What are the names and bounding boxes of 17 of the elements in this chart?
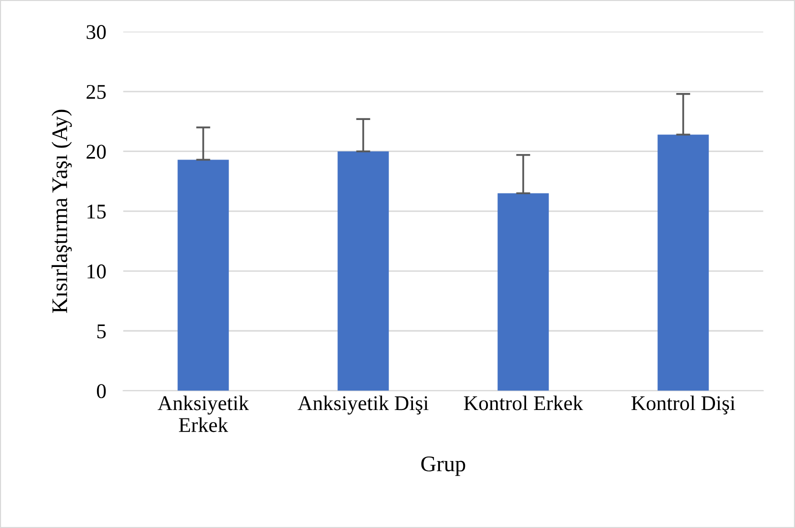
y-tick-label: 0 [96,384,106,398]
y-tick-label: 15 [88,204,106,219]
bar [658,134,709,391]
y-axis-title: Kısırlaştırma Yaşı (Ay) [52,110,72,313]
x-tick-label: Kontrol Erkek [464,396,584,410]
x-tick-label: Kontrol Dişi [631,396,736,414]
bar [178,160,229,391]
y-tick-label: 25 [86,84,106,99]
y-tick-label: 30 [86,25,106,40]
x-tick-label: Anksiyetik Erkek [158,396,249,432]
bar [498,193,549,391]
x-axis-title: Grup [421,456,466,476]
y-tick-label: 20 [86,144,106,159]
bar [338,151,389,391]
y-tick-label: 5 [97,324,106,338]
x-tick-label: Anksiyetik Dişi [298,396,428,415]
y-tick-label: 10 [88,264,106,278]
